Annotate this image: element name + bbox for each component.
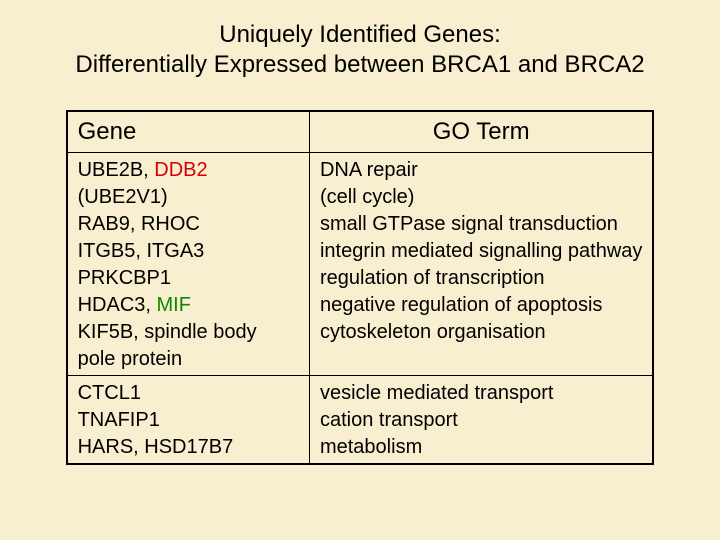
gene-line: pole protein xyxy=(78,346,299,373)
table-row: UBE2B, DDB2(UBE2V1)RAB9, RHOCITGB5, ITGA… xyxy=(67,153,654,376)
gene-text-segment: RAB9, RHOC xyxy=(78,213,200,235)
go-term-line: small GTPase signal transduction xyxy=(320,211,642,238)
gene-text-segment: ITGB5, ITGA3 xyxy=(78,240,205,262)
table-body: UBE2B, DDB2(UBE2V1)RAB9, RHOCITGB5, ITGA… xyxy=(67,153,654,465)
gene-text-segment: HDAC3, xyxy=(78,294,157,316)
gene-cell: CTCL1 TNAFIP1 HARS, HSD17B7 xyxy=(67,376,310,465)
gene-line: HARS, HSD17B7 xyxy=(78,434,299,461)
gene-text-segment: PRKCBP1 xyxy=(78,267,171,289)
go-term-line: metabolism xyxy=(320,434,642,461)
gene-text-segment: KIF5B, spindle body xyxy=(78,321,257,343)
gene-text-segment: UBE2B, xyxy=(78,159,155,181)
gene-line: KIF5B, spindle body xyxy=(78,319,299,346)
gene-text-segment: HARS, HSD17B7 xyxy=(78,436,234,458)
title-line-2: Differentially Expressed between BRCA1 a… xyxy=(75,51,644,78)
go-term-line: DNA repair xyxy=(320,157,642,184)
table-header-row: Gene GO Term xyxy=(67,111,654,153)
gene-text-segment: MIF xyxy=(157,294,191,316)
slide: Uniquely Identified Genes: Differentiall… xyxy=(0,0,720,540)
title-line-1: Uniquely Identified Genes: xyxy=(219,21,501,48)
go-term-line: (cell cycle) xyxy=(320,184,642,211)
go-term-cell: vesicle mediated transportcation transpo… xyxy=(309,376,653,465)
gene-line: PRKCBP1 xyxy=(78,265,299,292)
gene-text-segment: CTCL1 xyxy=(78,382,141,404)
gene-line: HDAC3, MIF xyxy=(78,292,299,319)
gene-line: CTCL1 xyxy=(78,380,299,407)
gene-text-segment: DDB2 xyxy=(154,159,207,181)
gene-line: (UBE2V1) xyxy=(78,184,299,211)
go-term-line: regulation of transcription xyxy=(320,265,642,292)
header-go: GO Term xyxy=(309,111,653,153)
gene-line: TNAFIP1 xyxy=(78,407,299,434)
table-row: CTCL1 TNAFIP1 HARS, HSD17B7 vesicle mediate… xyxy=(67,376,654,465)
gene-line: UBE2B, DDB2 xyxy=(78,157,299,184)
go-term-line: integrin mediated signalling pathway xyxy=(320,238,642,265)
gene-line: ITGB5, ITGA3 xyxy=(78,238,299,265)
go-term-cell: DNA repair(cell cycle)small GTPase signa… xyxy=(309,153,653,376)
gene-cell: UBE2B, DDB2(UBE2V1)RAB9, RHOCITGB5, ITGA… xyxy=(67,153,310,376)
gene-text-segment: TNAFIP1 xyxy=(78,409,160,431)
go-term-line: cytoskeleton organisation xyxy=(320,319,642,346)
gene-text-segment: (UBE2V1) xyxy=(78,186,168,208)
header-gene: Gene xyxy=(67,111,310,153)
gene-line: RAB9, RHOC xyxy=(78,211,299,238)
go-term-line: cation transport xyxy=(320,407,642,434)
gene-go-table: Gene GO Term UBE2B, DDB2(UBE2V1)RAB9, RH… xyxy=(66,110,655,465)
go-term-line: negative regulation of apoptosis xyxy=(320,292,642,319)
slide-title: Uniquely Identified Genes: Differentiall… xyxy=(40,20,680,80)
gene-text-segment: pole protein xyxy=(78,348,183,370)
go-term-line: vesicle mediated transport xyxy=(320,380,642,407)
